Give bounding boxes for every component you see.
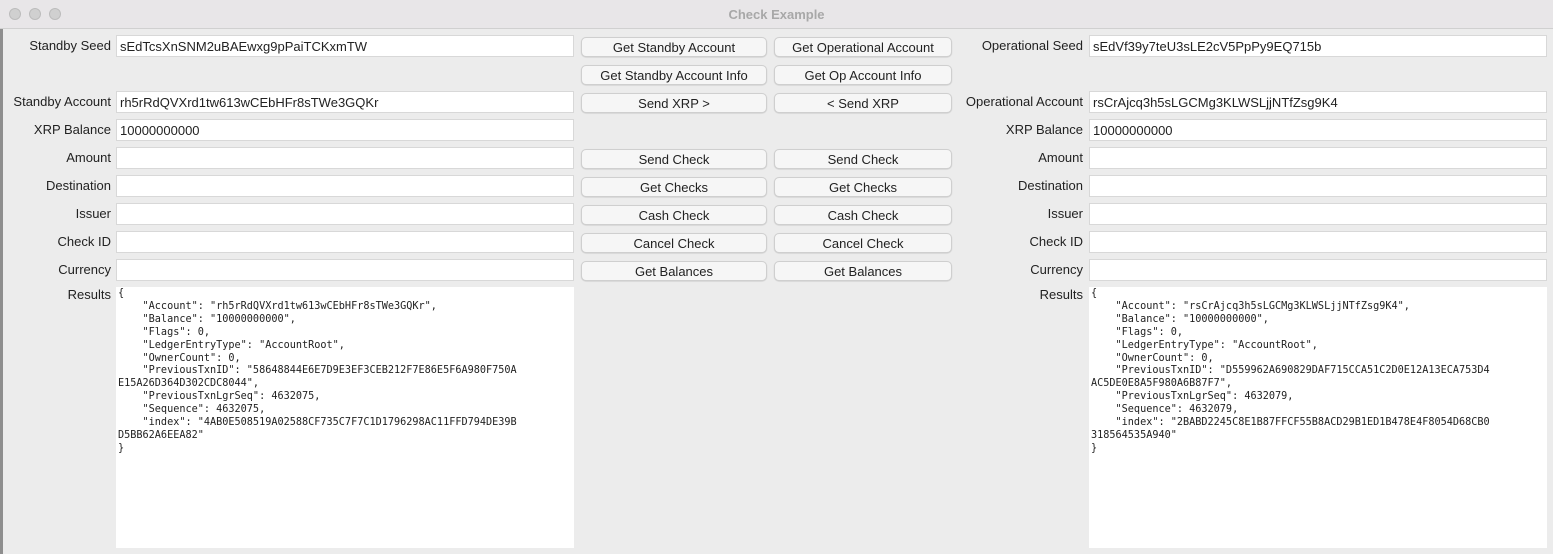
standby-get-checks-button[interactable]: Get Checks — [581, 177, 767, 197]
operational-cash-check-button[interactable]: Cash Check — [774, 205, 952, 225]
operational-check-id-input[interactable] — [1089, 231, 1547, 253]
operational-seed-label: Operational Seed — [981, 38, 1083, 53]
standby-issuer-input[interactable] — [116, 203, 574, 225]
operational-cancel-check-button[interactable]: Cancel Check — [774, 233, 952, 253]
operational-issuer-label: Issuer — [1047, 206, 1083, 221]
get-operational-account-button[interactable]: Get Operational Account — [774, 37, 952, 57]
standby-account-label: Standby Account — [13, 94, 111, 109]
standby-check-id-input[interactable] — [116, 231, 574, 253]
minimize-window-button[interactable] — [29, 8, 41, 20]
operational-destination-label: Destination — [1017, 178, 1083, 193]
operational-send-check-button[interactable]: Send Check — [774, 149, 952, 169]
standby-destination-label: Destination — [45, 178, 111, 193]
get-standby-account-button[interactable]: Get Standby Account — [581, 37, 767, 57]
operational-amount-input[interactable] — [1089, 147, 1547, 169]
standby-seed-label: Standby Seed — [29, 38, 111, 53]
standby-send-check-button[interactable]: Send Check — [581, 149, 767, 169]
send-xrp-to-operational-button[interactable]: Send XRP > — [581, 93, 767, 113]
close-window-button[interactable] — [9, 8, 21, 20]
operational-results-label: Results — [1039, 287, 1083, 302]
standby-cash-check-button[interactable]: Cash Check — [581, 205, 767, 225]
operational-destination-input[interactable] — [1089, 175, 1547, 197]
get-op-account-info-button[interactable]: Get Op Account Info — [774, 65, 952, 85]
send-xrp-to-standby-button[interactable]: < Send XRP — [774, 93, 952, 113]
operational-account-input[interactable]: rsCrAjcq3h5sLGCMg3KLWSLjjNTfZsg9K4 — [1089, 91, 1547, 113]
standby-destination-input[interactable] — [116, 175, 574, 197]
window-frame — [0, 29, 1553, 554]
operational-seed-input[interactable]: sEdVf39y7teU3sLE2cV5PpPy9EQ715b — [1089, 35, 1547, 57]
zoom-window-button[interactable] — [49, 8, 61, 20]
operational-balance-label: XRP Balance — [1005, 122, 1083, 137]
operational-balance-input[interactable]: 10000000000 — [1089, 119, 1547, 141]
standby-results-textarea[interactable]: { "Account": "rh5rRdQVXrd1tw613wCEbHFr8s… — [116, 287, 574, 548]
operational-currency-label: Currency — [1030, 262, 1083, 277]
operational-issuer-input[interactable] — [1089, 203, 1547, 225]
title-bar: Check Example — [0, 0, 1553, 29]
standby-get-balances-button[interactable]: Get Balances — [581, 261, 767, 281]
standby-amount-input[interactable] — [116, 147, 574, 169]
standby-balance-label: XRP Balance — [33, 122, 111, 137]
operational-account-label: Operational Account — [965, 94, 1083, 109]
standby-check-id-label: Check ID — [57, 234, 111, 249]
standby-cancel-check-button[interactable]: Cancel Check — [581, 233, 767, 253]
window-title: Check Example — [728, 7, 825, 22]
operational-results-textarea[interactable]: { "Account": "rsCrAjcq3h5sLGCMg3KLWSLjjN… — [1089, 287, 1547, 548]
operational-currency-input[interactable] — [1089, 259, 1547, 281]
get-standby-account-info-button[interactable]: Get Standby Account Info — [581, 65, 767, 85]
operational-get-balances-button[interactable]: Get Balances — [774, 261, 952, 281]
standby-account-input[interactable]: rh5rRdQVXrd1tw613wCEbHFr8sTWe3GQKr — [116, 91, 574, 113]
operational-check-id-label: Check ID — [1029, 234, 1083, 249]
standby-currency-input[interactable] — [116, 259, 574, 281]
standby-currency-label: Currency — [58, 262, 111, 277]
standby-issuer-label: Issuer — [75, 206, 111, 221]
operational-amount-label: Amount — [1038, 150, 1083, 165]
standby-results-label: Results — [67, 287, 111, 302]
standby-amount-label: Amount — [66, 150, 111, 165]
standby-balance-input[interactable]: 10000000000 — [116, 119, 574, 141]
standby-seed-input[interactable]: sEdTcsXnSNM2uBAEwxg9pPaiTCKxmTW — [116, 35, 574, 57]
operational-get-checks-button[interactable]: Get Checks — [774, 177, 952, 197]
